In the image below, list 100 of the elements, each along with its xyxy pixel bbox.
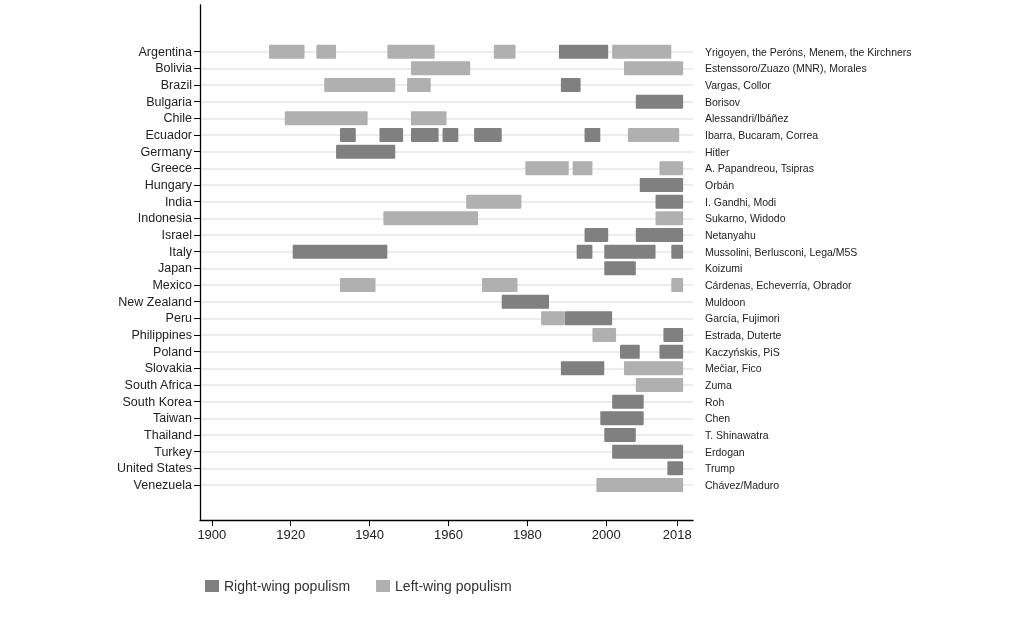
x-tick-label: 1920 bbox=[276, 527, 306, 542]
bar bbox=[501, 294, 550, 309]
y-tick-label: Peru bbox=[165, 311, 193, 326]
y-tick-label: Slovakia bbox=[144, 361, 193, 376]
y-tick-label: Germany bbox=[140, 144, 193, 159]
y-tick-label: Turkey bbox=[154, 444, 193, 459]
bar bbox=[411, 128, 439, 142]
bar bbox=[659, 344, 684, 359]
bar bbox=[316, 44, 337, 59]
y-tick-label: Thailand bbox=[144, 428, 193, 442]
legend-label: Left-wing populism bbox=[395, 578, 512, 594]
y-tick-label: Philippines bbox=[131, 328, 192, 342]
y2-tick-label: Zuma bbox=[705, 379, 732, 391]
x-tick-label: 1980 bbox=[512, 527, 542, 542]
bar bbox=[635, 378, 684, 392]
bar bbox=[671, 244, 684, 259]
bar bbox=[407, 78, 431, 92]
x-tick-label: 2018 bbox=[662, 527, 692, 542]
bar bbox=[635, 228, 684, 242]
bar bbox=[612, 44, 672, 59]
y-tick-label: Chile bbox=[163, 111, 193, 126]
y2-tick-label: Kaczyńskis, PiS bbox=[705, 345, 780, 358]
bar bbox=[623, 361, 684, 376]
bar bbox=[324, 78, 396, 92]
bar bbox=[558, 44, 609, 59]
y2-tick-label: Mečiar, Fico bbox=[705, 362, 762, 375]
bar bbox=[667, 461, 684, 476]
bar bbox=[612, 394, 644, 409]
y-tick-label: Brazil bbox=[160, 78, 192, 92]
bar bbox=[576, 244, 593, 259]
bar bbox=[612, 444, 684, 459]
x-tick-label: 1900 bbox=[197, 527, 227, 542]
y2-tick-label: Alessandri/Ibáñez bbox=[705, 112, 789, 125]
y-tick-label: Indonesia bbox=[137, 211, 193, 226]
bar bbox=[560, 78, 581, 92]
bar bbox=[482, 278, 518, 292]
bar bbox=[560, 361, 605, 376]
bar bbox=[584, 228, 609, 242]
y-tick-label: India bbox=[164, 194, 193, 209]
bar bbox=[340, 278, 376, 292]
bar bbox=[635, 94, 684, 109]
bar bbox=[493, 44, 516, 59]
bar bbox=[596, 478, 684, 492]
x-tick-label: 1960 bbox=[434, 527, 463, 542]
y-tick-label: Israel bbox=[161, 228, 192, 242]
bar bbox=[269, 44, 305, 59]
bar bbox=[655, 194, 684, 209]
bar bbox=[620, 344, 640, 359]
y2-tick-label: Netanyahu bbox=[705, 229, 756, 241]
y2-tick-label: T. Shinawatra bbox=[705, 429, 769, 441]
bar bbox=[541, 311, 565, 326]
y2-tick-label: Ibarra, Bucaram, Correa bbox=[705, 129, 819, 141]
bar bbox=[584, 128, 601, 142]
y2-tick-label: Orbán bbox=[705, 179, 735, 191]
bar bbox=[525, 161, 569, 176]
y2-tick-label: Muldoon bbox=[705, 295, 746, 308]
bar bbox=[411, 111, 447, 126]
bar bbox=[387, 44, 435, 59]
y-tick-label: United States bbox=[116, 461, 192, 476]
y2-tick-label: Estrada, Duterte bbox=[705, 329, 782, 341]
bar bbox=[474, 128, 502, 142]
bar bbox=[600, 411, 644, 426]
bar bbox=[604, 244, 656, 259]
bar bbox=[592, 328, 617, 342]
y2-tick-label: Sukarno, Widodo bbox=[705, 212, 786, 225]
y-tick-label: Italy bbox=[169, 244, 193, 259]
y-tick-label: Poland bbox=[153, 344, 193, 359]
y2-tick-label: Vargas, Collor bbox=[705, 79, 772, 91]
y2-tick-label: Estenssoro/Zuazo (MNR), Morales bbox=[705, 62, 867, 75]
y-tick-label: Venezuela bbox=[133, 478, 193, 492]
bar bbox=[623, 61, 684, 76]
x-tick-label: 2000 bbox=[591, 527, 621, 542]
y-tick-label: Mexico bbox=[152, 278, 193, 292]
y-tick-label: Ecuador bbox=[145, 128, 192, 142]
y2-tick-label: Chávez/Maduro bbox=[705, 479, 780, 491]
bar bbox=[442, 128, 459, 142]
y2-tick-label: Borisov bbox=[705, 95, 741, 108]
y2-tick-label: García, Fujimori bbox=[705, 312, 780, 325]
y2-tick-label: Trump bbox=[705, 462, 736, 475]
y2-tick-label: Hitler bbox=[705, 145, 731, 158]
y2-tick-label: Chen bbox=[705, 412, 731, 425]
bar bbox=[572, 161, 593, 176]
y2-tick-label: A. Papandreou, Tsipras bbox=[705, 162, 814, 175]
y-tick-label: Bulgaria bbox=[146, 94, 193, 109]
y2-tick-label: Koizumi bbox=[705, 262, 743, 275]
bar bbox=[336, 144, 396, 159]
bar bbox=[604, 261, 636, 276]
y2-tick-label: Roh bbox=[705, 395, 725, 408]
bar bbox=[604, 428, 636, 442]
bar bbox=[659, 161, 684, 176]
y-tick-label: Taiwan bbox=[153, 411, 193, 426]
bar bbox=[284, 111, 368, 126]
y-tick-label: Bolivia bbox=[155, 61, 193, 76]
bar bbox=[383, 211, 479, 226]
y2-tick-label: Mussolini, Berlusconi, Lega/M5S bbox=[705, 245, 858, 258]
bar bbox=[627, 128, 680, 142]
y2-tick-label: Erdogan bbox=[705, 445, 745, 458]
y-tick-label: Japan bbox=[157, 261, 193, 276]
bar bbox=[292, 244, 388, 259]
y-tick-label: New Zealand bbox=[118, 294, 193, 309]
